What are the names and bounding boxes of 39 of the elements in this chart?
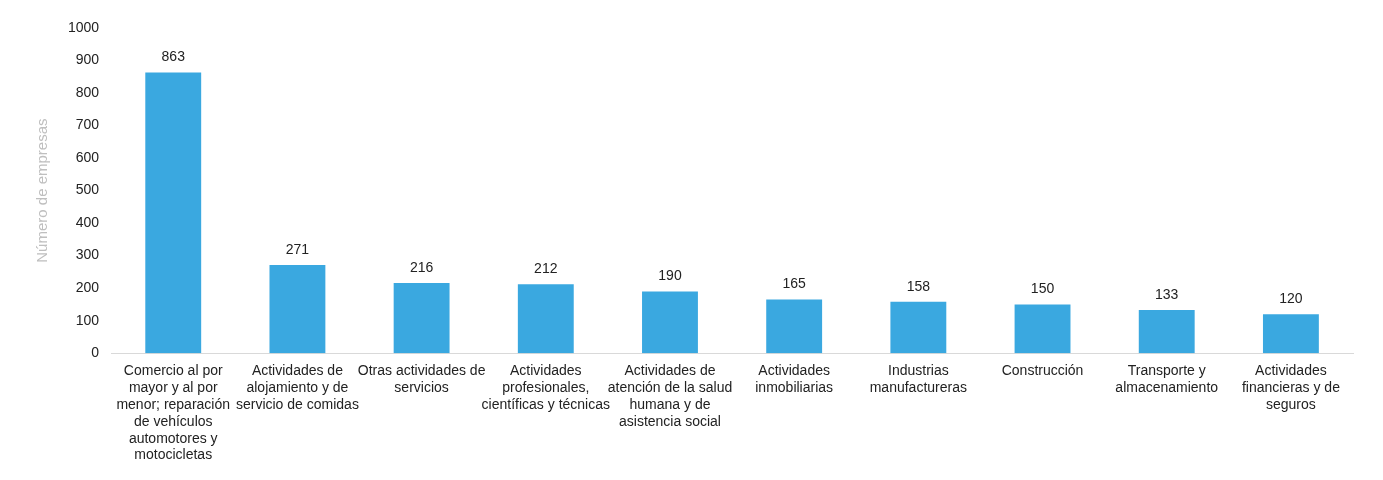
data-label: 133 bbox=[1155, 285, 1179, 302]
y-axis-title: Número de empresas bbox=[33, 118, 51, 263]
data-label: 150 bbox=[1030, 280, 1055, 297]
x-tick-label: Actividades de alojamiento y de servicio de comidas bbox=[235, 362, 359, 413]
y-tick-label: 700 bbox=[75, 116, 100, 133]
bar bbox=[890, 301, 947, 354]
x-tick-label: Construcción bbox=[1001, 362, 1084, 379]
bar bbox=[642, 291, 698, 354]
data-label: 863 bbox=[161, 48, 186, 65]
bar bbox=[269, 265, 326, 354]
y-tick-label: 800 bbox=[75, 83, 100, 100]
y-tick-label: 600 bbox=[75, 148, 100, 165]
bar bbox=[393, 282, 450, 354]
x-tick-label: Comercio al por mayor y al por menor; reparación de vehículos automotores y motocicletas bbox=[116, 362, 231, 463]
bar bbox=[1014, 304, 1071, 354]
x-tick-label: Actividades inmobiliarias bbox=[755, 362, 834, 396]
bar bbox=[1138, 309, 1195, 354]
y-tick-label: 100 bbox=[75, 311, 100, 328]
bar bbox=[145, 72, 202, 354]
y-tick-label: 200 bbox=[75, 279, 100, 296]
y-tick-label: 500 bbox=[75, 181, 100, 198]
bar bbox=[1262, 314, 1319, 354]
data-label: 190 bbox=[658, 267, 682, 284]
data-label: 165 bbox=[782, 275, 807, 292]
y-tick-label: 900 bbox=[75, 51, 100, 68]
data-label: 216 bbox=[409, 258, 434, 275]
y-tick-label: 0 bbox=[91, 344, 100, 361]
x-tick-label: Transporte y almacenamiento bbox=[1115, 362, 1219, 396]
x-tick-label: Actividades financieras y de seguros bbox=[1241, 362, 1341, 413]
y-tick-label: 300 bbox=[75, 246, 100, 263]
data-label: 271 bbox=[285, 240, 310, 257]
data-label: 120 bbox=[1279, 290, 1303, 307]
x-tick-label: Industrias manufactureras bbox=[869, 362, 967, 396]
bar bbox=[766, 299, 823, 354]
y-tick-label: 400 bbox=[75, 213, 100, 230]
y-tick-label: 1000 bbox=[67, 18, 100, 35]
data-label: 212 bbox=[534, 260, 558, 277]
data-label: 158 bbox=[906, 277, 931, 294]
bar bbox=[517, 284, 574, 354]
